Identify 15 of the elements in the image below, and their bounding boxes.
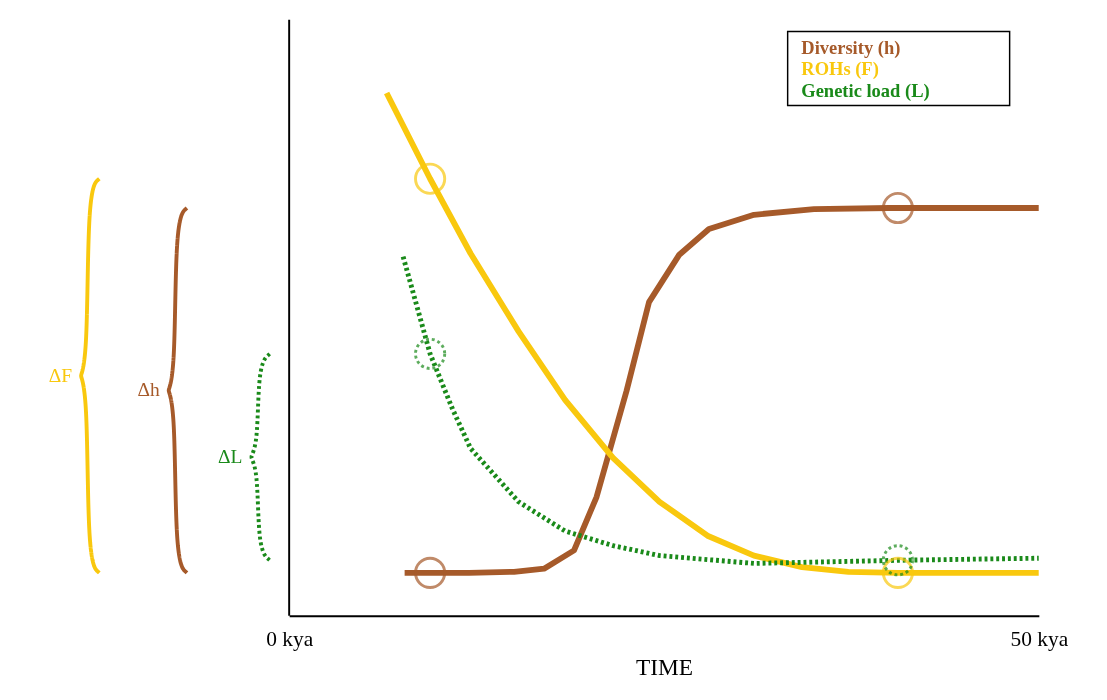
point [881, 556, 914, 589]
x-axis-title: TIME [635, 653, 694, 680]
point [881, 544, 914, 577]
text: ΔF [48, 364, 73, 386]
x-tick-label: 50 kya [1010, 627, 1069, 652]
point [414, 337, 447, 370]
point [414, 556, 447, 589]
text: Diversity (h) [801, 37, 901, 59]
text: ΔL [218, 445, 243, 467]
text: Δh [137, 379, 160, 401]
x-tick-label: 0 kya [266, 627, 314, 652]
text: ROHs (F) [801, 59, 879, 81]
text: Genetic load (L) [801, 80, 930, 102]
point [414, 162, 447, 195]
point [881, 191, 914, 225]
